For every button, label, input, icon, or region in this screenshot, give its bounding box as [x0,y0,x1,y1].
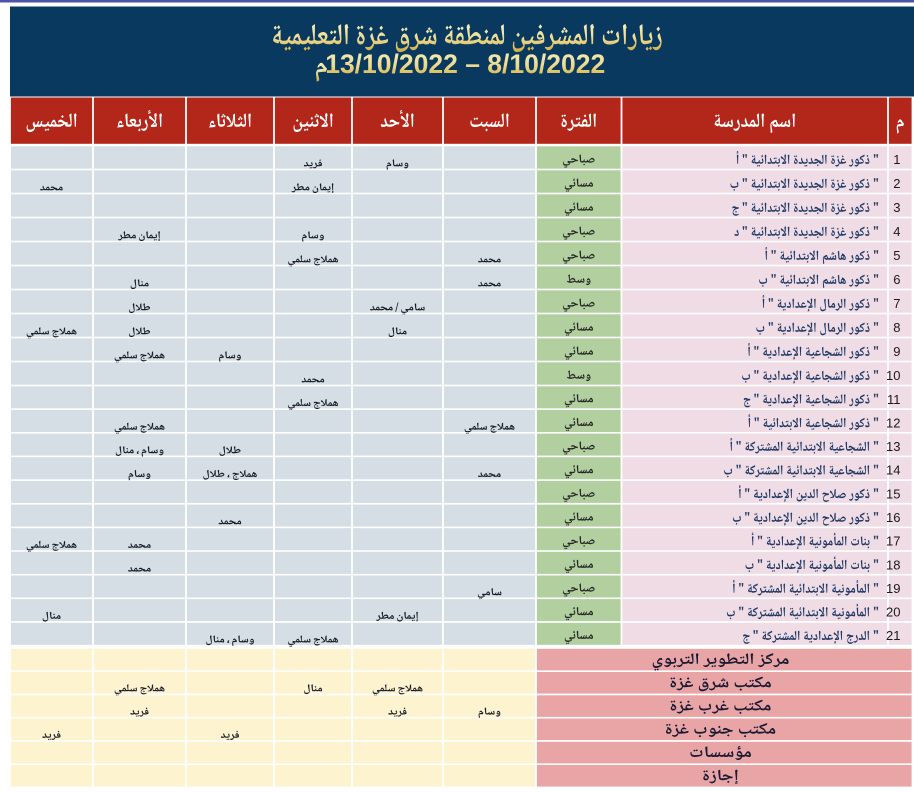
svg-text:7: 7 [893,296,900,311]
svg-text:15: 15 [886,486,900,501]
svg-text:17: 17 [886,534,900,549]
svg-text:19: 19 [886,581,900,596]
svg-text:1: 1 [893,152,900,167]
svg-text:2: 2 [893,176,900,191]
svg-text:4: 4 [893,224,900,239]
svg-text:9: 9 [893,344,900,359]
svg-text:14: 14 [886,463,900,478]
svg-text:5: 5 [893,248,900,263]
svg-text:11: 11 [887,392,901,407]
svg-text:13/10/2022 – 8/10/2022: 13/10/2022 – 8/10/2022 [325,49,605,79]
svg-text:3: 3 [893,200,900,215]
svg-text:18: 18 [886,557,900,572]
svg-text:13: 13 [886,439,900,454]
svg-text:16: 16 [886,510,900,525]
svg-text:20: 20 [886,605,900,620]
svg-text:21: 21 [886,628,900,643]
svg-text:10: 10 [886,368,900,383]
svg-text:6: 6 [893,272,900,287]
svg-text:12: 12 [886,415,900,430]
svg-text:8: 8 [893,320,900,335]
